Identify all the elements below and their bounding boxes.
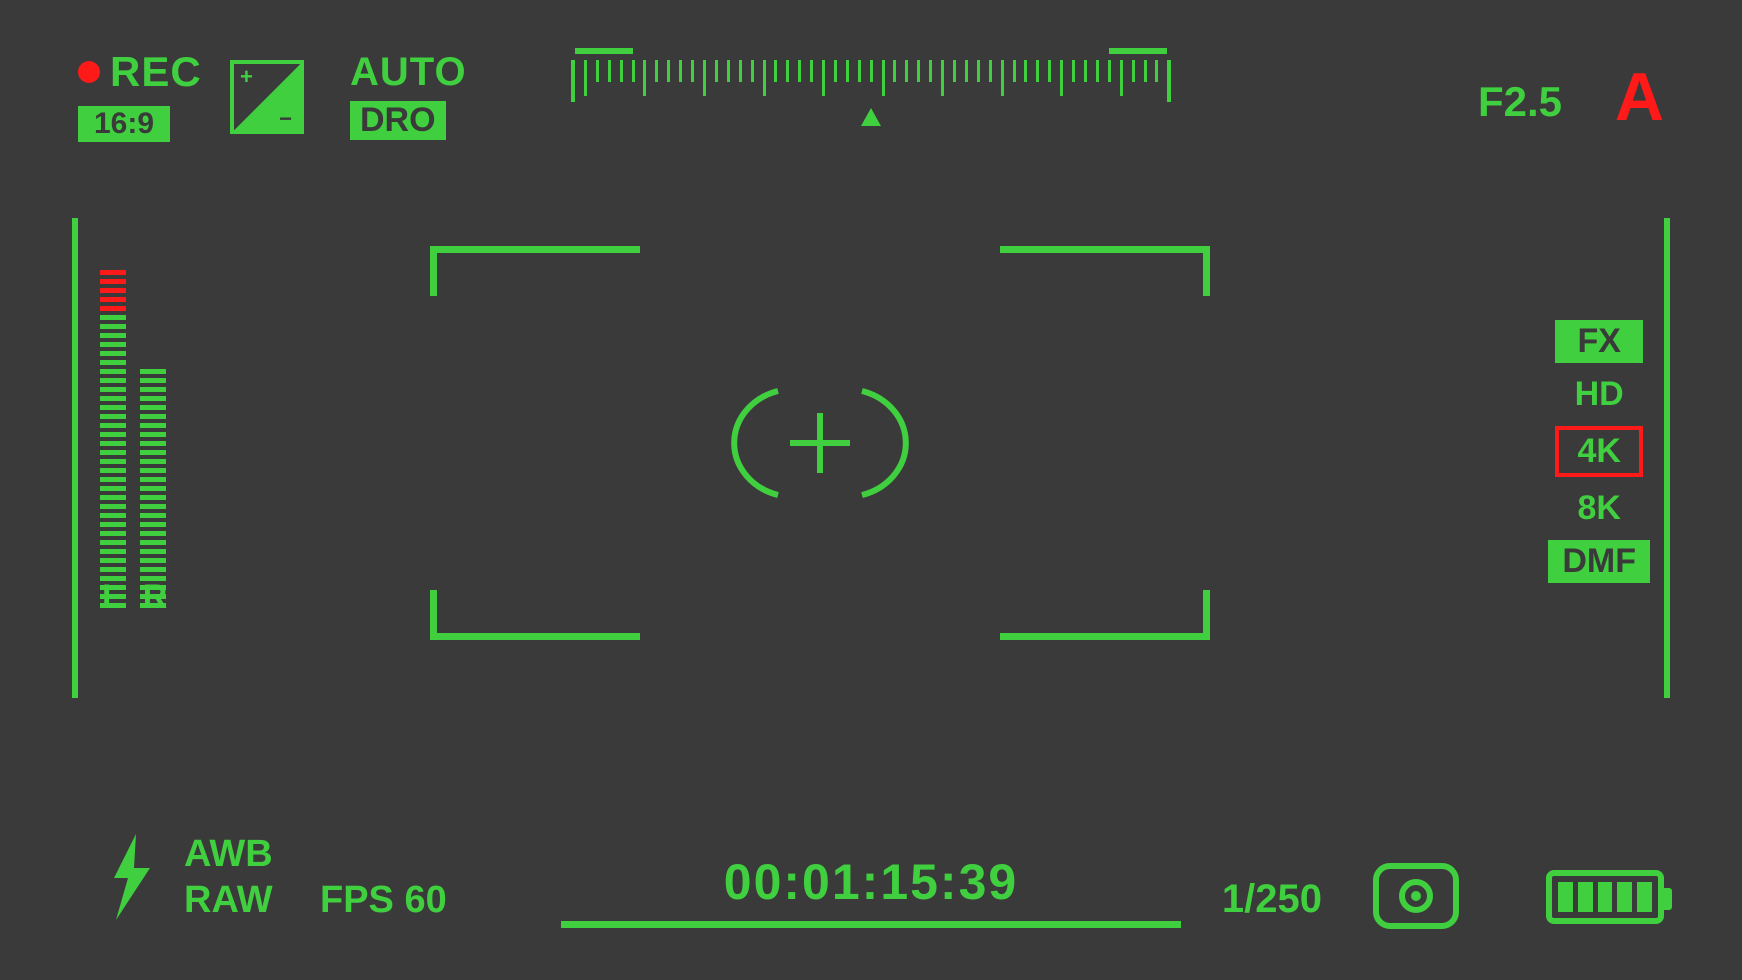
flash-icon[interactable] — [108, 834, 154, 920]
format-badge-8k[interactable]: 8K — [1555, 487, 1643, 530]
center-reticle-icon — [720, 373, 920, 513]
fps-label[interactable]: FPS 60 — [320, 879, 447, 922]
auto-block: AUTO DRO — [350, 50, 467, 140]
audio-meter-right — [140, 270, 166, 608]
battery-icon — [1546, 870, 1664, 924]
record-dot-icon — [78, 61, 100, 83]
audio-label-right: R — [143, 578, 168, 617]
exposure-ruler[interactable] — [571, 48, 1171, 126]
audio-meters — [100, 270, 166, 608]
aperture-value[interactable]: F2.5 — [1478, 78, 1562, 126]
frame-corner-icon — [1000, 590, 1210, 640]
format-column: FX HD 4K 8K DMF — [1548, 320, 1650, 583]
raw-label[interactable]: RAW — [184, 879, 273, 922]
right-boundary-bar — [1664, 218, 1670, 698]
format-badge-hd[interactable]: HD — [1555, 373, 1643, 416]
audio-labels: L R — [102, 578, 167, 617]
focus-frame — [430, 246, 1210, 640]
format-badge-dmf[interactable]: DMF — [1548, 540, 1650, 583]
stabilization-icon[interactable] — [1370, 860, 1462, 932]
left-boundary-bar — [72, 218, 78, 698]
ruler-pointer-icon — [861, 108, 881, 126]
rec-text: REC — [110, 48, 202, 96]
record-block: REC 16:9 — [78, 48, 202, 142]
timecode: 00:01:15:39 — [561, 853, 1181, 911]
format-badge-4k[interactable]: 4K — [1555, 426, 1643, 477]
audio-meter-left — [100, 270, 126, 608]
mode-letter[interactable]: A — [1615, 58, 1664, 136]
format-badge-fx[interactable]: FX — [1555, 320, 1643, 363]
audio-label-left: L — [102, 578, 123, 617]
exposure-compensation-icon[interactable]: +− — [230, 60, 304, 134]
frame-corner-icon — [430, 246, 640, 296]
auto-label[interactable]: AUTO — [350, 50, 467, 95]
aspect-ratio-badge[interactable]: 16:9 — [78, 106, 170, 142]
dro-badge[interactable]: DRO — [350, 101, 446, 140]
timecode-underline — [561, 921, 1181, 928]
awb-label[interactable]: AWB — [184, 833, 273, 876]
rec-label: REC — [78, 48, 202, 96]
frame-corner-icon — [430, 590, 640, 640]
timecode-block: 00:01:15:39 — [561, 853, 1181, 928]
shutter-speed[interactable]: 1/250 — [1222, 877, 1322, 922]
frame-corner-icon — [1000, 246, 1210, 296]
